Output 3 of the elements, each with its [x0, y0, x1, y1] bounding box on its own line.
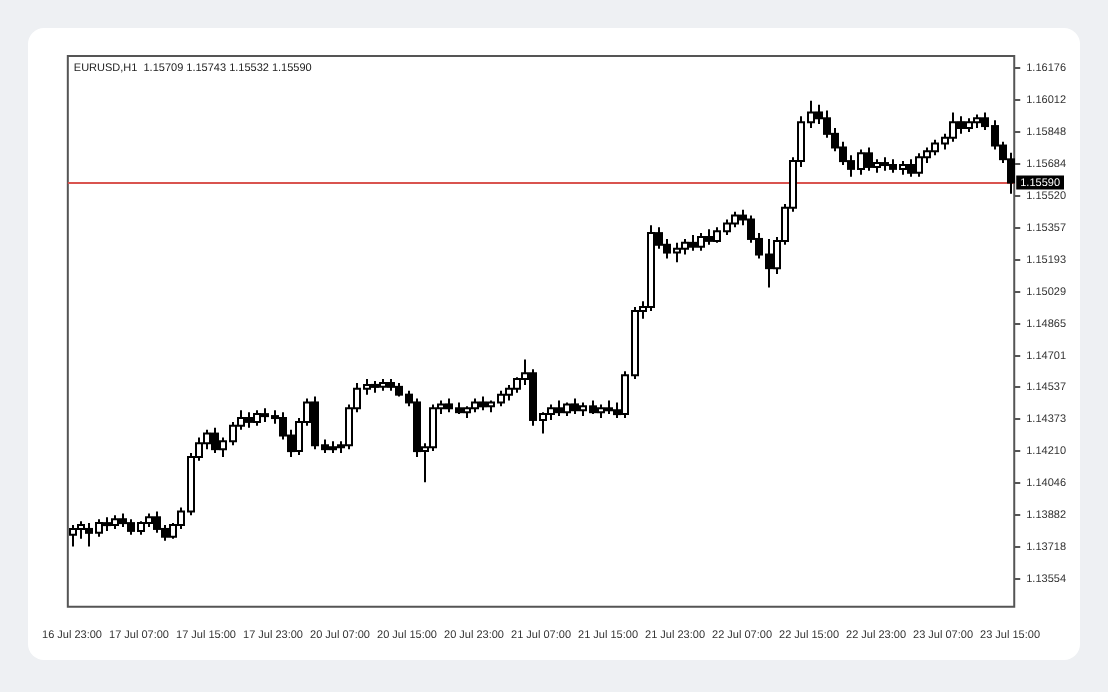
candlestick: [211, 426, 219, 455]
candlestick: [865, 146, 873, 172]
candlestick: [153, 510, 161, 534]
